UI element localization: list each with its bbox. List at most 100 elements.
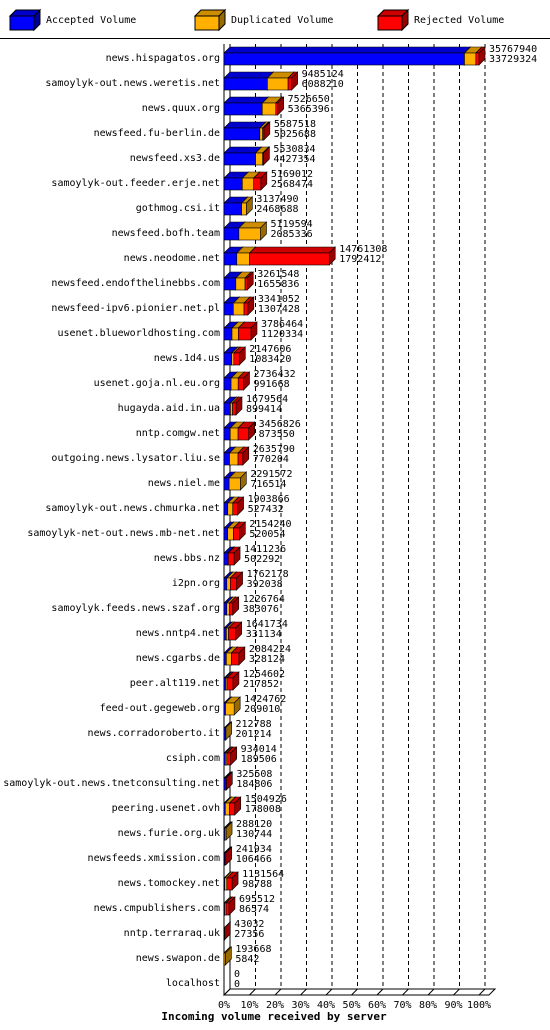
bar-face [223,227,240,241]
bar-segment [228,471,248,491]
bar-face [464,52,477,66]
x-axis-title: Incoming volume received by server [161,1010,387,1023]
legend-swatch [194,15,220,31]
bar-face [233,527,240,541]
bar-segment [287,71,299,91]
value-label: 2147606 [249,344,291,355]
bar-face [224,827,227,841]
tick-mark [300,988,307,996]
value-label: 178008 [245,804,281,815]
value-label: 201214 [236,729,272,740]
bar-face [249,252,330,266]
bar-face [223,527,229,541]
value-label: 7526650 [288,94,330,105]
bar-face [242,177,255,191]
bar-face [236,252,250,266]
tick-mark [351,988,358,996]
y-tick-label: samoylyk-out.news.chmurka.net [45,503,220,514]
value-label: 991668 [254,379,290,390]
value-label: 527432 [248,504,284,515]
bar-face [226,577,231,591]
bar-face [223,177,243,191]
bar-segment [227,546,241,566]
value-label: 1679564 [246,394,288,405]
value-label: 2291572 [250,469,292,480]
value-label: 288120 [236,819,272,830]
y-tick-label: samoylyk-net-out.news.mb-net.net [27,528,220,539]
bar-segment [224,771,234,791]
y-tick-label: newsfeed.bofh.team [112,228,220,239]
bar-face [227,527,234,541]
value-label: 331134 [246,629,282,640]
bar-segment [237,446,250,466]
y-tick-label: nntp.terraraq.uk [124,928,220,939]
bar-face [227,502,234,516]
bar-face [226,627,229,641]
bar-segment [261,121,271,141]
bar-face [223,952,226,966]
value-label: 2468688 [256,204,298,215]
tick-mark [325,988,333,996]
value-label: 716514 [250,479,286,490]
y-tick-label: newsfeed.fu-berlin.de [94,128,220,139]
value-label: 5530834 [273,144,315,155]
tick-mark [402,988,409,996]
bar-face [225,727,227,741]
bar-face [229,602,234,616]
y-tick-label: news.furie.org.uk [118,828,220,839]
bar-face [267,77,289,91]
value-label: 5119594 [270,219,312,230]
bar-face [225,902,230,916]
value-label: 2154240 [249,519,291,530]
y-tick-label: usenet.blueworldhosting.com [57,328,220,339]
bar-face [223,277,237,291]
value-label: 9485124 [302,69,344,80]
bar-segment [248,246,336,266]
y-tick-label: feed-out.gegeweb.org [100,703,220,714]
bar-face [223,377,232,391]
value-label: 1792412 [339,254,381,265]
value-label: 873550 [259,429,295,440]
y-tick-label: hugayda.aid.in.ua [118,403,220,414]
bar-face [223,77,268,91]
legend-label: Duplicated Volume [231,15,333,26]
bar-face [230,577,237,591]
value-label: 383076 [243,604,279,615]
bar-segment [237,321,258,341]
tick-mark [249,988,256,996]
bar-face [223,202,242,216]
bar-face [237,452,244,466]
value-label: 502292 [244,554,280,565]
y-tick-label: samoylyk-out.news.tnetconsulting.net [3,778,220,789]
bar-face [275,102,278,116]
bar-segment [240,196,254,216]
x-tick-label: 30% [291,1000,309,1011]
bar-face [238,327,252,341]
tick-mark [427,988,435,996]
bar-segment [224,821,233,841]
value-label: 1504926 [245,794,287,805]
bar-face [223,327,233,341]
y-tick-label: news.bbs.nz [154,553,220,564]
y-tick-label: peering.usenet.ovh [112,803,220,814]
x-tick-label: 70% [393,1000,411,1011]
x-tick-label: 50% [342,1000,360,1011]
y-tick-label: usenet.goja.nl.eu.org [94,378,220,389]
y-tick-label: outgoing.news.lysator.liu.se [51,453,220,464]
bar-face [223,927,225,941]
bar-face [223,352,233,366]
bar-face [223,121,267,129]
value-label: 328124 [249,654,285,665]
value-label: 5025688 [274,129,316,140]
y-tick-label: news.1d4.us [154,353,220,364]
value-label: 5365396 [288,104,330,115]
value-label: 106466 [236,854,272,865]
y-tick-label: news.cmpublishers.com [94,903,220,914]
bar-face [223,252,238,266]
y-tick-label: samoylyk.feeds.news.szaf.org [51,603,220,614]
bar-face [223,552,228,566]
value-label: 770204 [253,454,289,465]
bar-segment [226,671,240,691]
bar-segment [224,696,241,716]
